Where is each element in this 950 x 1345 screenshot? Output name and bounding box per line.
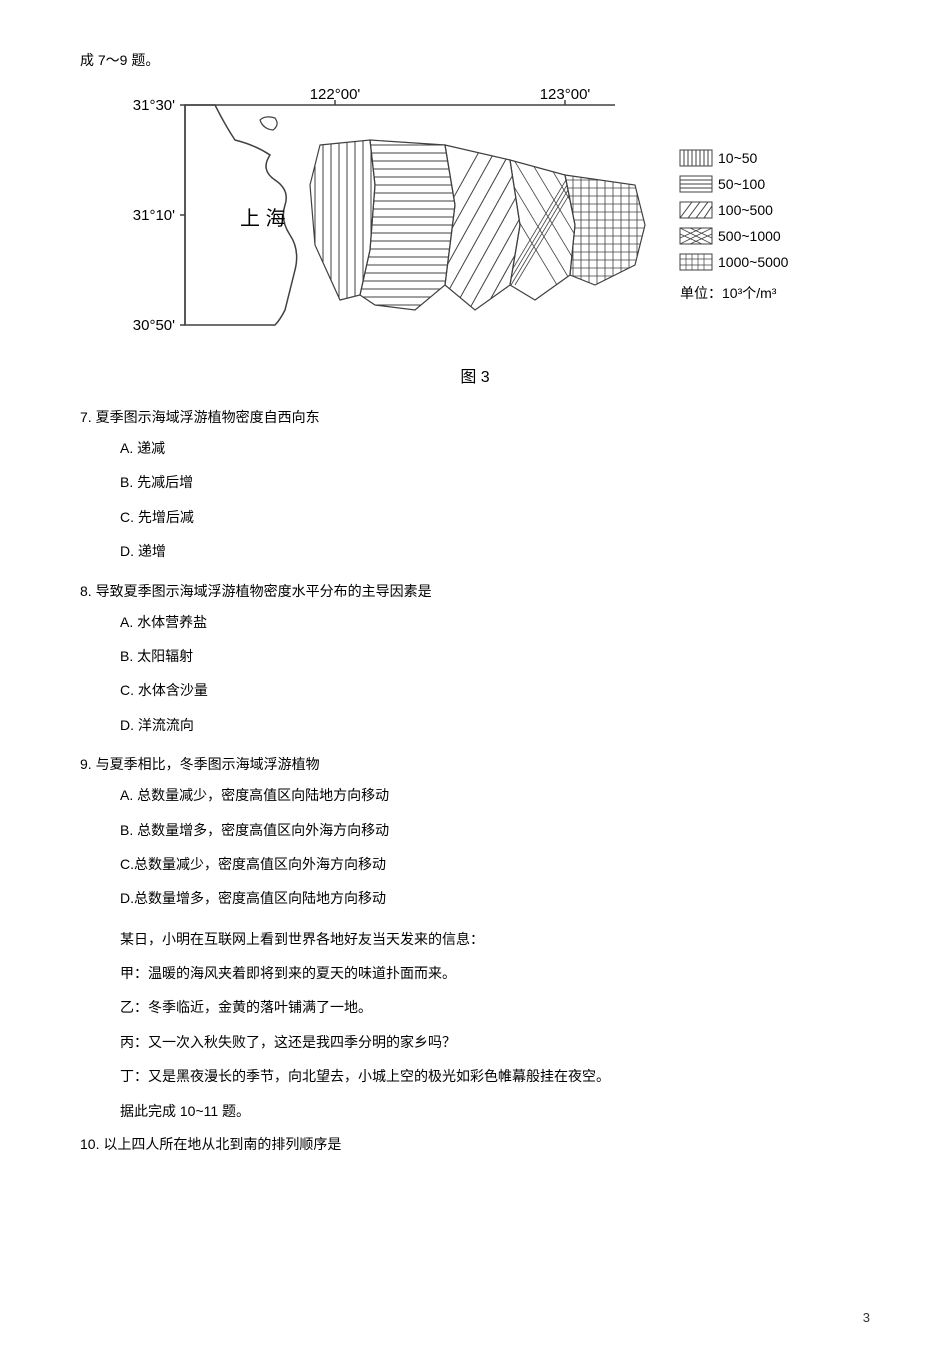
q8-opt-c: C. 水体含沙量 xyxy=(120,679,870,701)
intro-text: 成 7～9 题。 xyxy=(80,50,870,70)
zone-1000-5000 xyxy=(560,175,650,285)
q9-opt-b: B. 总数量增多，密度高值区向外海方向移动 xyxy=(120,819,870,841)
question-9: 9. 与夏季相比，冬季图示海域浮游植物 A. 总数量减少，密度高值区向陆地方向移… xyxy=(80,754,870,910)
question-10: 10. 以上四人所在地从北到南的排列顺序是 xyxy=(80,1134,870,1154)
legend-label-2: 50~100 xyxy=(718,176,765,192)
q8-opt-d: D. 洋流流向 xyxy=(120,714,870,736)
q7-opt-a: A. 递减 xyxy=(120,437,870,459)
page-number: 3 xyxy=(863,1310,870,1325)
figure-caption: 图 3 xyxy=(115,363,835,387)
lat-label-2: 31°10' xyxy=(133,207,175,224)
q8-stem: 8. 导致夏季图示海域浮游植物密度水平分布的主导因素是 xyxy=(80,581,870,601)
legend: 10~50 50~100 100~500 500~1000 1000~5000 … xyxy=(680,150,789,301)
lat-label-3: 30°50' xyxy=(133,317,175,334)
passage-p2: 甲：温暖的海风夹着即将到来的夏天的味道扑面而来。 xyxy=(120,962,870,984)
passage-p5: 丁：又是黑夜漫长的季节，向北望去，小城上空的极光如彩色帷幕般挂在夜空。 xyxy=(120,1065,870,1087)
q7-opt-b: B. 先减后增 xyxy=(120,471,870,493)
q10-stem: 10. 以上四人所在地从北到南的排列顺序是 xyxy=(80,1134,870,1154)
q9-opt-d: D.总数量增多，密度高值区向陆地方向移动 xyxy=(120,887,870,909)
q7-stem: 7. 夏季图示海域浮游植物密度自西向东 xyxy=(80,407,870,427)
q8-opt-b: B. 太阳辐射 xyxy=(120,645,870,667)
map-svg: 31°30' 31°10' 30°50' 122°00' 123°00' 上 海 xyxy=(115,85,835,355)
q7-opt-d: D. 递增 xyxy=(120,540,870,562)
legend-label-3: 100~500 xyxy=(718,202,773,218)
question-8: 8. 导致夏季图示海域浮游植物密度水平分布的主导因素是 A. 水体营养盐 B. … xyxy=(80,581,870,737)
passage-p1: 某日，小明在互联网上看到世界各地好友当天发来的信息： xyxy=(120,928,870,950)
q7-opt-c: C. 先增后减 xyxy=(120,506,870,528)
zone-10-50 xyxy=(310,135,375,305)
legend-label-1: 10~50 xyxy=(718,150,758,166)
q8-opt-a: A. 水体营养盐 xyxy=(120,611,870,633)
legend-unit: 单位：10³个/m³ xyxy=(680,285,777,301)
legend-label-4: 500~1000 xyxy=(718,228,781,244)
figure-3: 31°30' 31°10' 30°50' 122°00' 123°00' 上 海 xyxy=(115,85,835,387)
q9-stem: 9. 与夏季相比，冬季图示海域浮游植物 xyxy=(80,754,870,774)
q9-opt-a: A. 总数量减少，密度高值区向陆地方向移动 xyxy=(120,784,870,806)
passage-p3: 乙：冬季临近，金黄的落叶铺满了一地。 xyxy=(120,996,870,1018)
region-label: 上 海 xyxy=(240,207,286,230)
lat-label-1: 31°30' xyxy=(133,97,175,114)
q9-opt-c: C.总数量减少，密度高值区向外海方向移动 xyxy=(120,853,870,875)
passage-p6: 据此完成 10~11 题。 xyxy=(120,1100,870,1122)
legend-label-5: 1000~5000 xyxy=(718,254,789,270)
question-7: 7. 夏季图示海域浮游植物密度自西向东 A. 递减 B. 先减后增 C. 先增后… xyxy=(80,407,870,563)
passage-10-11: 某日，小明在互联网上看到世界各地好友当天发来的信息： 甲：温暖的海风夹着即将到来… xyxy=(80,928,870,1122)
passage-p4: 丙：又一次入秋失败了，这还是我四季分明的家乡吗？ xyxy=(120,1031,870,1053)
